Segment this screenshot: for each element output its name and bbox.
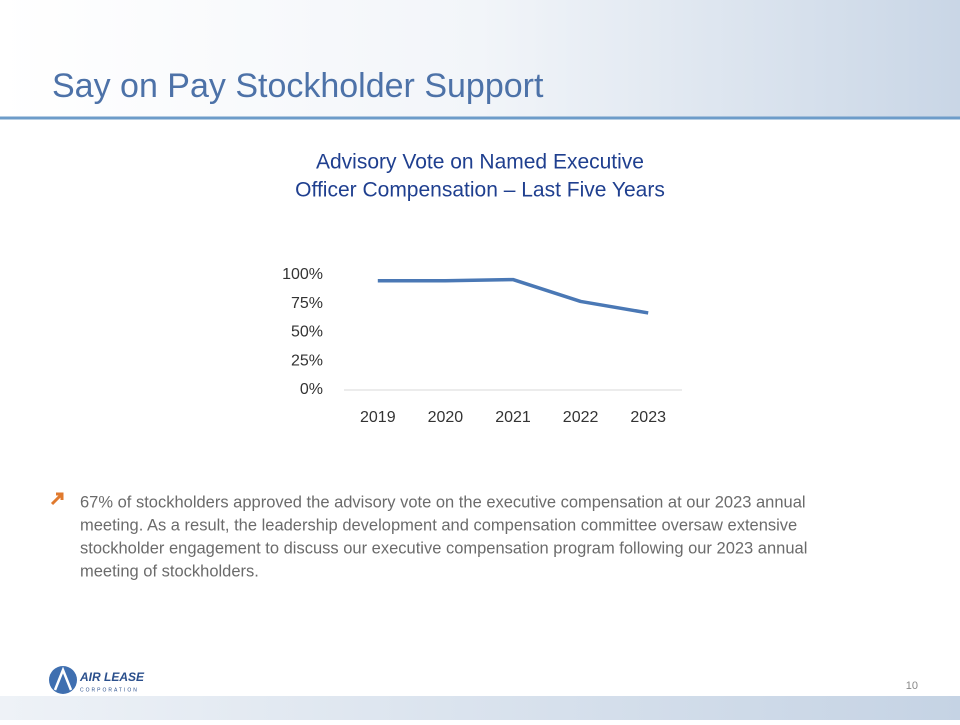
- chart-title: Officer Compensation – Last Five Years: [295, 179, 665, 202]
- bullet-line: meeting of stockholders.: [80, 562, 259, 580]
- bullet-line: meeting. As a result, the leadership dev…: [80, 516, 797, 534]
- y-tick-label: 0%: [300, 381, 323, 398]
- logo-a: [53, 666, 73, 691]
- y-tick-label: 50%: [291, 324, 323, 341]
- footer-band: [0, 696, 960, 720]
- y-tick-label: 100%: [282, 266, 323, 283]
- bullet-line: 67% of stockholders approved the advisor…: [80, 493, 806, 511]
- chart-title: Advisory Vote on Named Executive: [316, 151, 644, 174]
- logo-name: AIR LEASE: [79, 670, 145, 684]
- logo-subtitle: CORPORATION: [80, 687, 139, 693]
- x-tick-label: 2021: [495, 409, 531, 426]
- bullet-line: stockholder engagement to discuss our ex…: [80, 539, 807, 557]
- header-band: [0, 0, 960, 118]
- page-number: 10: [906, 680, 918, 692]
- y-tick-label: 25%: [291, 352, 323, 369]
- slide-title: Say on Pay Stockholder Support: [52, 67, 544, 105]
- bullet-arrow: [50, 492, 64, 506]
- y-tick-label: 75%: [291, 295, 323, 312]
- x-tick-label: 2023: [630, 409, 666, 426]
- x-tick-label: 2020: [428, 409, 464, 426]
- x-tick-label: 2019: [360, 409, 396, 426]
- x-tick-label: 2022: [563, 409, 599, 426]
- series-line: [377, 277, 649, 315]
- bullet-text: 67% of stockholders approved the advisor…: [80, 493, 807, 580]
